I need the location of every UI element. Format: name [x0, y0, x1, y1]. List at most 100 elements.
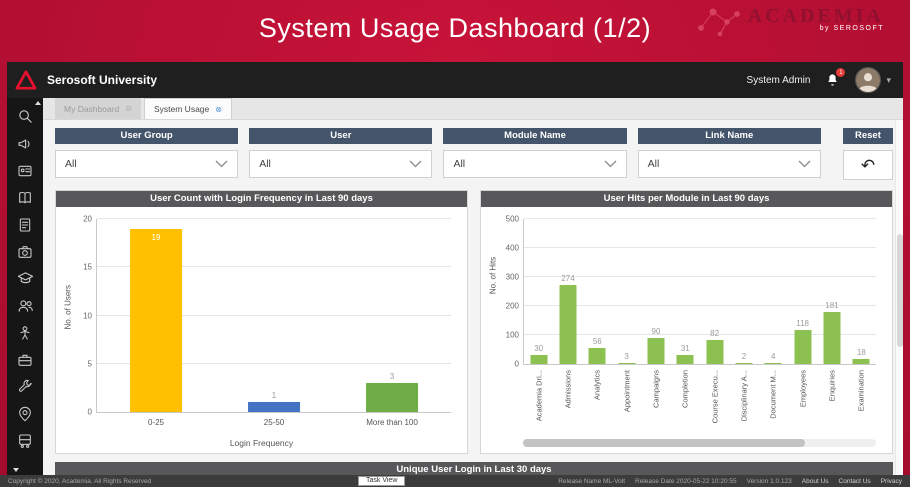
- document-icon[interactable]: [7, 211, 43, 238]
- bar-column: 3 More than 100: [333, 219, 451, 427]
- id-card-icon[interactable]: [7, 157, 43, 184]
- gridline: [97, 266, 451, 268]
- bar-column: 3 Appointment: [612, 219, 641, 412]
- gridline: [97, 362, 451, 364]
- bar-column: 82 Course Execu...: [700, 219, 729, 423]
- bar: [706, 340, 724, 364]
- megaphone-icon[interactable]: [7, 130, 43, 157]
- academia-triangle-logo-icon: [7, 70, 45, 90]
- y-tick-label: 10: [83, 311, 92, 320]
- module-name-dropdown[interactable]: All: [443, 150, 627, 178]
- x-category-label: Appointment: [622, 370, 632, 413]
- graduation-cap-icon[interactable]: [7, 265, 43, 292]
- gridline: [524, 276, 876, 277]
- user-group-dropdown[interactable]: All: [55, 150, 239, 178]
- filter-module-name: Module Name All: [443, 128, 627, 178]
- y-tick-label: 20: [83, 214, 92, 224]
- tab-my-dashboard[interactable]: My Dashboard ⊙: [55, 98, 141, 119]
- filter-header: Link Name: [637, 128, 821, 144]
- bar: [676, 355, 694, 364]
- bar-value-label: 82: [710, 329, 720, 339]
- topbar: Serosoft University System Admin 1 ▾: [7, 62, 903, 98]
- student-icon[interactable]: [7, 319, 43, 346]
- panel-title: Unique User Login in Last 30 days: [55, 462, 893, 475]
- bar-value-label: 3: [389, 372, 395, 382]
- filter-user: User All: [249, 128, 433, 178]
- briefcase-icon[interactable]: [7, 346, 43, 373]
- bar: [530, 355, 548, 364]
- search-icon[interactable]: [7, 103, 43, 130]
- bar-value-label: 56: [592, 336, 602, 346]
- avatar: [855, 67, 882, 93]
- chart-title: User Hits per Module in Last 90 days: [481, 191, 892, 207]
- bar-column: 1 25-50: [215, 219, 333, 427]
- chevron-down-icon: [215, 160, 228, 168]
- tab-label: My Dashboard: [64, 103, 120, 114]
- bar-column: 90 Campaigns: [641, 219, 670, 408]
- footer: Copyright © 2020, Academia. All Rights R…: [0, 475, 910, 487]
- bar: [559, 284, 577, 364]
- bar-value-label: 90: [651, 326, 661, 336]
- chart-body: No. of Users 0 5 10 15 20 19 0-25 1 25-50 3 More t…: [56, 207, 467, 453]
- bar: [248, 402, 300, 412]
- task-view-button[interactable]: Task View: [358, 476, 406, 486]
- horizontal-scrollbar: [523, 439, 876, 447]
- gridline: [524, 334, 876, 335]
- reset-button[interactable]: ↶: [842, 150, 894, 180]
- main-area: My Dashboard ⊙ System Usage ⊗ User Group…: [43, 98, 903, 475]
- chevron-down-icon: [604, 160, 617, 168]
- reset-block: Reset ↶: [842, 128, 894, 180]
- bar-chart-plot: 0 100 200 300 400 500 30 Academia Dri... 274 Admi…: [506, 215, 876, 423]
- filter-user-group: User Group All: [55, 128, 239, 178]
- academia-logo-text: ACADEMIA: [747, 5, 884, 27]
- filter-header: Module Name: [443, 128, 627, 144]
- bar-value-label: 3: [624, 352, 629, 362]
- chevron-down-icon: ▾: [886, 74, 891, 85]
- horizontal-scrollbar-thumb[interactable]: [523, 439, 806, 447]
- version: Version 1.0.123: [746, 477, 792, 485]
- contact-us-link[interactable]: Contact Us: [838, 477, 871, 485]
- tab-system-usage[interactable]: System Usage ⊗: [143, 98, 232, 119]
- gridline: [524, 218, 876, 219]
- camera-icon[interactable]: [7, 238, 43, 265]
- chevron-down-icon: [798, 160, 811, 168]
- dropdown-value: All: [65, 158, 77, 170]
- bar: [647, 337, 665, 364]
- about-us-link[interactable]: About Us: [801, 477, 829, 485]
- bar-chart-plot: 0 5 10 15 20 19 0-25 1 25-50 3 More than 100: [83, 215, 451, 427]
- x-category-label: More than 100: [366, 418, 418, 427]
- gridline: [524, 247, 876, 248]
- y-tick-label: 0: [514, 359, 519, 369]
- bar-column: 181 Enquiries: [817, 219, 846, 401]
- vertical-scrollbar-thumb[interactable]: [897, 233, 903, 348]
- bar-value-label: 181: [825, 300, 839, 310]
- bar: [735, 363, 753, 364]
- y-tick-label: 100: [505, 330, 519, 340]
- bus-icon[interactable]: [7, 427, 43, 454]
- users-icon[interactable]: [7, 292, 43, 319]
- banner: System Usage Dashboard (1/2) ACADEMIA by…: [0, 0, 910, 62]
- y-tick-label: 0: [87, 407, 92, 417]
- x-axis-title: Login Frequency: [229, 438, 294, 448]
- chart-title: User Count with Login Frequency in Last …: [56, 191, 467, 207]
- wrench-icon[interactable]: [7, 373, 43, 400]
- bar-value-label: 2: [741, 352, 747, 362]
- dropdown-value: All: [259, 158, 271, 170]
- tab-close-icon[interactable]: ⊗: [215, 104, 222, 114]
- y-tick-label: 5: [87, 359, 92, 369]
- privacy-link[interactable]: Privacy: [880, 477, 902, 485]
- y-tick-label: 300: [505, 272, 519, 282]
- user-menu[interactable]: ▾: [855, 67, 891, 93]
- tab-refresh-icon[interactable]: ⊙: [125, 104, 132, 113]
- x-category-label: 25-50: [263, 418, 285, 427]
- x-category-label: Analytics: [592, 370, 602, 401]
- notifications-bell-icon[interactable]: 1: [825, 68, 846, 88]
- link-name-dropdown[interactable]: All: [637, 150, 821, 178]
- bar-value-label: 118: [796, 318, 809, 328]
- user-dropdown[interactable]: All: [249, 150, 433, 178]
- charts-row: User Count with Login Frequency in Last …: [55, 190, 893, 454]
- book-icon[interactable]: [7, 184, 43, 211]
- sidebar-scroll-down-icon[interactable]: [13, 468, 19, 472]
- sidebar-scroll-up-icon[interactable]: [35, 101, 41, 105]
- location-person-icon[interactable]: [7, 400, 43, 427]
